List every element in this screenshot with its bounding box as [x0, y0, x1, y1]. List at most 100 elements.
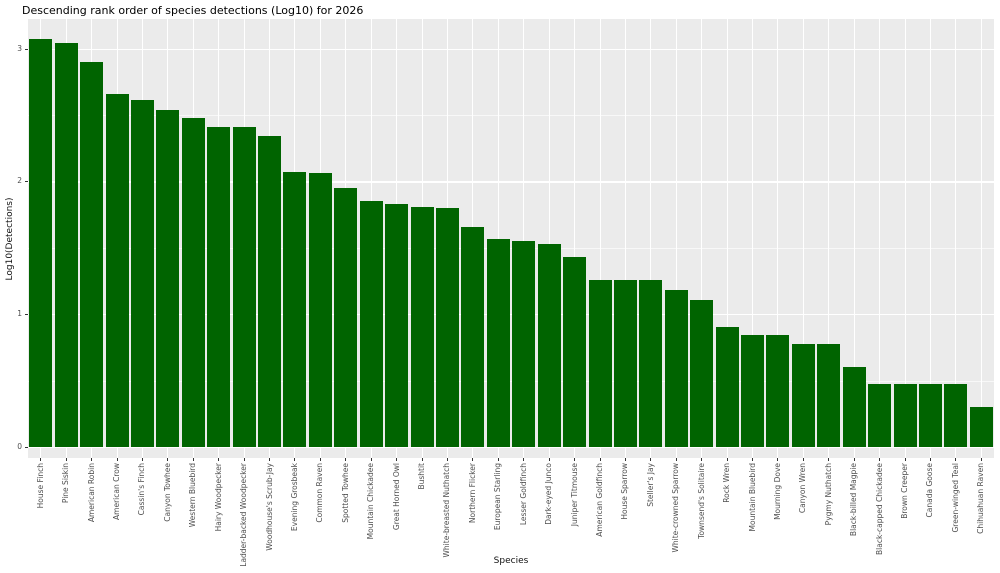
x-tick-mark	[726, 458, 728, 461]
x-tick-label: Rock Wren	[722, 463, 732, 503]
bar	[29, 39, 53, 447]
bar	[537, 243, 561, 447]
x-tick-label: Dark-eyed Junco	[544, 463, 554, 525]
bar	[486, 238, 510, 447]
x-tick-label: House Finch	[35, 463, 45, 509]
x-tick-label: Canada Goose	[925, 463, 935, 518]
bar	[639, 279, 663, 447]
bar	[258, 136, 281, 447]
bar	[868, 383, 892, 447]
gridline-vertical	[752, 19, 753, 458]
gridline-vertical	[675, 19, 677, 458]
bar	[461, 226, 485, 447]
x-tick-mark	[650, 458, 652, 461]
bar	[715, 327, 739, 447]
gridline-vertical	[879, 19, 881, 458]
bar	[690, 299, 714, 447]
bar	[588, 279, 612, 447]
x-tick-mark	[675, 458, 677, 461]
x-tick-mark	[548, 458, 550, 461]
gridline-horizontal-minor	[28, 115, 994, 116]
x-tick-label: European Starling	[493, 463, 503, 531]
x-tick-label: Mountain Chickadee	[366, 463, 376, 540]
x-tick-label: Green-winged Teal	[950, 463, 960, 533]
bar	[817, 343, 841, 447]
bar	[54, 43, 78, 447]
y-tick-mark	[25, 181, 28, 183]
x-tick-mark	[243, 458, 245, 461]
bar	[969, 407, 993, 447]
y-tick-label: 3	[17, 43, 22, 53]
bar	[130, 100, 154, 447]
x-tick-mark	[370, 458, 372, 461]
gridline-horizontal-major	[28, 181, 994, 183]
x-tick-mark	[497, 458, 499, 461]
x-tick-mark	[167, 458, 169, 461]
x-tick-mark	[574, 458, 576, 461]
x-tick-mark	[472, 458, 474, 461]
x-tick-mark	[345, 458, 347, 461]
gridline-vertical	[929, 19, 931, 458]
x-tick-mark	[396, 458, 398, 461]
x-tick-label: Woodhouse's Scrub-Jay	[264, 463, 274, 551]
x-tick-label: Evening Grosbeak	[289, 463, 299, 532]
gridline-horizontal-major	[28, 447, 994, 449]
bar	[334, 188, 358, 447]
y-tick-label: 2	[17, 176, 22, 186]
gridline-vertical	[853, 19, 855, 458]
x-tick-label: Black-capped Chickadee	[874, 463, 884, 555]
x-tick-label: House Sparrow	[620, 463, 630, 520]
plot-panel	[28, 19, 994, 458]
x-tick-mark	[40, 458, 42, 461]
x-tick-mark	[192, 458, 194, 461]
gridline-vertical	[828, 19, 830, 458]
x-tick-label: Cassin's Finch	[137, 463, 147, 516]
bar	[308, 173, 332, 447]
x-tick-label: Canyon Towhee	[162, 463, 172, 522]
x-tick-label: Steller's Jay	[645, 463, 655, 507]
bar	[613, 279, 637, 447]
y-axis-title: Log10(Detections)	[5, 197, 15, 281]
gridline-horizontal-major	[28, 314, 994, 316]
y-tick-mark	[25, 48, 28, 50]
bar	[918, 383, 942, 447]
x-tick-mark	[294, 458, 296, 461]
x-tick-mark	[904, 458, 906, 461]
gridline-vertical	[599, 19, 601, 458]
x-tick-mark	[828, 458, 830, 461]
bar	[944, 383, 968, 447]
x-tick-mark	[980, 458, 982, 461]
x-tick-label: White-breasted Nuthatch	[442, 463, 452, 558]
x-tick-mark	[879, 458, 881, 461]
x-tick-label: Lesser Goldfinch	[518, 463, 528, 526]
bar	[893, 383, 917, 447]
y-tick-label: 0	[17, 442, 22, 451]
x-tick-mark	[116, 458, 118, 461]
gridline-vertical	[650, 19, 652, 458]
chart-title: Descending rank order of species detecti…	[22, 4, 364, 17]
x-tick-label: Common Raven	[315, 463, 325, 523]
x-tick-label: Western Bluebird	[188, 463, 198, 528]
x-tick-mark	[802, 458, 804, 461]
x-tick-label: American Robin	[86, 463, 96, 523]
x-tick-mark	[599, 458, 601, 461]
x-tick-label: American Crow	[112, 463, 121, 520]
bar	[791, 343, 815, 447]
bar	[156, 109, 180, 447]
bar	[842, 367, 866, 447]
bar	[207, 127, 231, 447]
bar	[232, 127, 256, 447]
gridline-vertical	[955, 19, 957, 458]
x-tick-mark	[929, 458, 931, 461]
bar	[80, 61, 104, 447]
x-tick-mark	[752, 458, 753, 461]
gridline-vertical	[574, 19, 576, 458]
bar	[563, 257, 587, 447]
gridline-vertical	[802, 19, 804, 458]
gridline-horizontal-minor	[28, 247, 994, 249]
x-tick-label: Pygmy Nuthatch	[823, 463, 833, 526]
gridline-vertical	[624, 19, 626, 458]
x-tick-label: Juniper Titmouse	[569, 463, 579, 527]
x-tick-mark	[624, 458, 626, 461]
bar	[410, 206, 434, 447]
